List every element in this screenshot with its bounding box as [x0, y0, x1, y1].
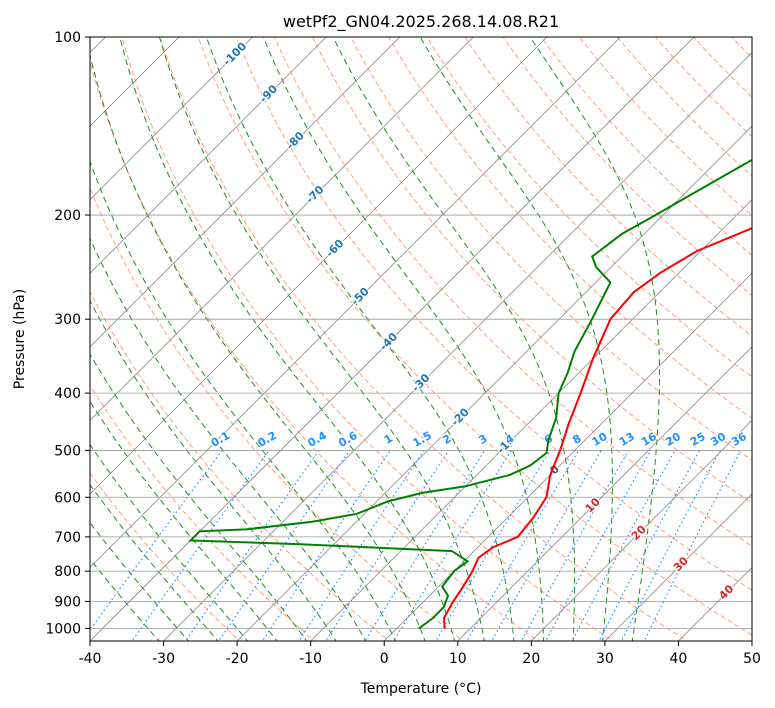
y-tick-label: 400	[54, 386, 81, 402]
mixing-ratio-line	[324, 450, 450, 641]
chart-title: wetPf2_GN04.2025.268.14.08.R21	[283, 12, 559, 32]
dry-adiabat-line	[197, 37, 752, 636]
dry-adiabat-line	[464, 37, 752, 337]
isotherm-line	[236, 125, 752, 641]
mixing-ratio-line	[435, 450, 551, 641]
dry-adiabat-line	[426, 37, 752, 378]
x-tick-label: 20	[522, 651, 540, 667]
y-axis-ticks: 100 200 300 400 500 600 700 800 900 1000	[45, 30, 90, 637]
isotherm-line	[383, 272, 752, 641]
mixing-ratio-line	[620, 450, 721, 641]
isotherm-line	[531, 419, 752, 641]
x-tick-label: 30	[596, 651, 614, 667]
isotherm-line	[90, 37, 253, 201]
sounding-profiles	[188, 158, 752, 630]
isotherms	[90, 37, 752, 641]
moist-adiabat-line	[90, 160, 396, 641]
x-tick-label: -40	[79, 651, 102, 667]
mixing-ratio-line	[218, 450, 351, 641]
mixing-ratio-line	[364, 450, 486, 641]
mixing-ratio-line	[393, 450, 512, 641]
x-axis-label: Temperature (°C)	[360, 681, 482, 697]
y-tick-label: 800	[54, 564, 81, 580]
mixing-ratio-line	[298, 450, 425, 641]
mixing-ratio-line	[184, 450, 320, 641]
y-axis-label: Pressure (hPa)	[12, 289, 28, 389]
isotherm-line	[90, 37, 401, 348]
x-tick-label: 0	[380, 651, 389, 667]
x-tick-label: -20	[226, 651, 249, 667]
y-tick-label: 900	[54, 594, 81, 610]
pressure-gridlines	[90, 37, 752, 629]
isotherm-line	[163, 51, 752, 641]
mixing-ratio-line	[491, 450, 602, 641]
y-tick-label: 1000	[45, 621, 81, 637]
mixing-ratio-line	[643, 450, 742, 641]
y-tick-label: 500	[54, 443, 81, 459]
x-tick-label: 10	[449, 651, 467, 667]
x-tick-label: 50	[743, 651, 761, 667]
x-tick-label: 40	[670, 651, 688, 667]
dry-adiabat-line	[350, 37, 752, 461]
x-axis-ticks: -40 -30 -20 -10 0 10 20 30 40 50	[79, 641, 761, 667]
dry-adiabat-line	[273, 37, 752, 547]
mixing-ratio-line	[90, 450, 223, 631]
dry-adiabat-line	[90, 59, 539, 641]
isotherm-line	[90, 37, 327, 274]
x-tick-label: -30	[152, 651, 175, 667]
isotherm-line	[90, 37, 474, 421]
mixing-ratio-lines	[90, 450, 742, 641]
y-tick-label: 300	[54, 312, 81, 328]
isotherm-line	[604, 493, 752, 641]
dewpoint-profile-line	[188, 158, 752, 630]
y-tick-label: 200	[54, 208, 81, 224]
isotherm-line	[457, 346, 752, 641]
dry-adiabat-line	[90, 384, 316, 641]
moist-adiabat-line	[90, 237, 367, 641]
isotherm-line	[90, 37, 548, 495]
y-tick-label: 100	[54, 30, 81, 46]
x-tick-label: -10	[299, 651, 322, 667]
y-tick-label: 700	[54, 530, 81, 546]
axes-frame	[89, 36, 753, 642]
isotherm-line	[310, 199, 752, 641]
dry-adiabat-line	[235, 37, 752, 591]
y-tick-label: 600	[54, 490, 81, 506]
temperature-profile-line	[442, 227, 752, 629]
isotherm-line	[90, 37, 621, 569]
